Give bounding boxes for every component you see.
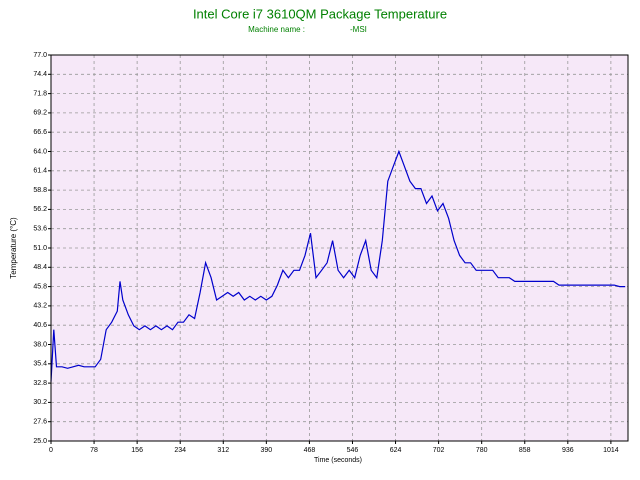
x-tick-label: 858 xyxy=(519,447,531,454)
y-tick-label: 38.0 xyxy=(33,341,47,348)
x-tick-label: 1014 xyxy=(603,447,619,454)
y-tick-label: 32.8 xyxy=(33,380,47,387)
x-tick-label: 936 xyxy=(562,447,574,454)
y-tick-label: 64.0 xyxy=(33,148,47,155)
y-tick-label: 45.8 xyxy=(33,283,47,290)
y-tick-label: 53.6 xyxy=(33,226,47,233)
y-tick-label: 30.2 xyxy=(33,399,47,406)
y-tick-label: 74.4 xyxy=(33,71,47,78)
y-tick-label: 71.8 xyxy=(33,90,47,97)
x-tick-label: 468 xyxy=(304,447,316,454)
x-tick-label: 390 xyxy=(260,447,272,454)
x-tick-label: 780 xyxy=(476,447,488,454)
y-axis-label: Temperature (°C) xyxy=(9,217,18,279)
x-tick-label: 156 xyxy=(131,447,143,454)
y-tick-label: 66.6 xyxy=(33,129,47,136)
data-line xyxy=(50,149,626,382)
chart-subtitle: Machine name : xyxy=(248,25,305,34)
y-tick-label: 40.6 xyxy=(33,322,47,329)
x-tick-label: 624 xyxy=(390,447,402,454)
x-tick-label: 234 xyxy=(174,447,186,454)
y-tick-label: 35.4 xyxy=(33,361,47,368)
x-tick-label: 546 xyxy=(347,447,359,454)
y-tick-label: 48.4 xyxy=(33,264,47,271)
y-tick-label: 51.0 xyxy=(33,245,47,252)
y-tick-label: 77.0 xyxy=(33,52,47,59)
chart-subtitle-value: -MSI xyxy=(350,25,367,34)
x-axis-label: Time (seconds) xyxy=(314,457,362,464)
y-tick-label: 25.0 xyxy=(33,438,47,445)
chart-title: Intel Core i7 3610QM Package Temperature xyxy=(193,6,447,21)
plot-border xyxy=(50,54,629,442)
y-tick-label: 69.2 xyxy=(33,110,47,117)
y-tick-label: 27.6 xyxy=(33,419,47,426)
y-tick-label: 43.2 xyxy=(33,303,47,310)
x-tick-label: 0 xyxy=(49,447,53,454)
x-tick-label: 312 xyxy=(217,447,229,454)
y-tick-label: 58.8 xyxy=(33,187,47,194)
y-tick-label: 61.4 xyxy=(33,168,47,175)
y-tick-label: 56.2 xyxy=(33,206,47,213)
x-tick-label: 78 xyxy=(90,447,98,454)
x-tick-label: 702 xyxy=(433,447,445,454)
